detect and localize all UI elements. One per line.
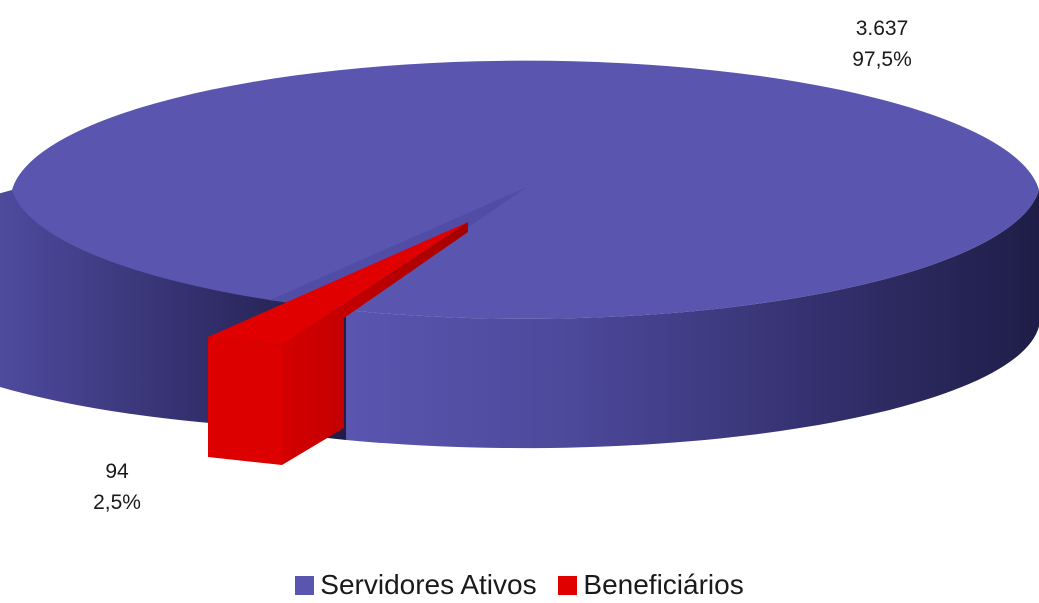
legend-item-servidores-ativos: Servidores Ativos bbox=[295, 568, 537, 602]
legend-label-beneficiarios: Beneficiários bbox=[583, 569, 744, 600]
slice-beneficiarios bbox=[208, 222, 468, 345]
slice-servidores-ativos bbox=[12, 60, 1039, 319]
data-label-percent-servidores-ativos: 97,5% bbox=[852, 48, 912, 71]
legend-swatch-servidores-ativos bbox=[295, 575, 315, 595]
legend-swatch-beneficiarios bbox=[558, 575, 578, 595]
slice-side-servidores-ativos-right bbox=[346, 190, 1039, 449]
data-label-value-servidores-ativos: 3.637 bbox=[856, 17, 909, 40]
data-label-value-beneficiarios: 94 bbox=[105, 460, 129, 483]
slice-servidores-ativos-cut bbox=[270, 187, 527, 312]
legend: Servidores Ativos Beneficiários bbox=[0, 568, 1039, 603]
slice-front-beneficiarios bbox=[208, 337, 282, 465]
slice-side-beneficiarios bbox=[282, 222, 468, 465]
legend-label-servidores-ativos: Servidores Ativos bbox=[320, 569, 537, 600]
data-label-percent-beneficiarios: 2,5% bbox=[93, 491, 141, 514]
legend-item-beneficiarios: Beneficiários bbox=[558, 568, 744, 602]
